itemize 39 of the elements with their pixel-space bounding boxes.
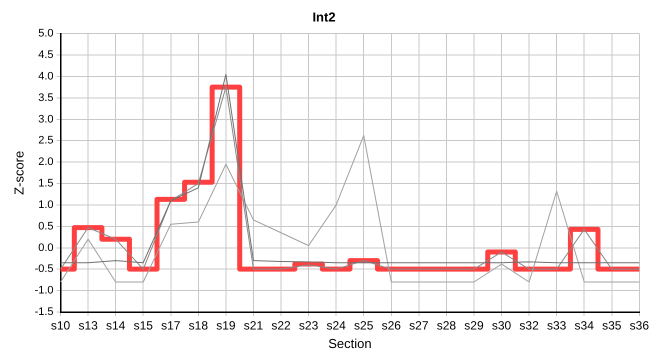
x-tick-label: s36 (630, 318, 650, 333)
y-tick-label: 0.0 (38, 242, 54, 254)
y-tick-label: 5.0 (38, 28, 54, 40)
x-tick-label: s29 (464, 318, 484, 333)
x-tick-label: s21 (244, 318, 264, 333)
x-tick-label: s26 (382, 318, 402, 333)
x-tick-label: s22 (271, 318, 292, 333)
x-tick-label: s14 (106, 318, 126, 333)
x-tick-label: s24 (326, 318, 346, 333)
x-tick-label: s18 (188, 318, 208, 333)
x-axis-title: Section (328, 336, 372, 351)
x-tick-label: s17 (161, 318, 181, 333)
y-tick-label: 0.5 (38, 220, 54, 232)
x-tick-label: s19 (216, 318, 236, 333)
x-tick-label: s28 (436, 318, 456, 333)
y-tick-label: 4.0 (38, 70, 54, 82)
y-tick-label: 1.0 (38, 198, 54, 211)
y-tick-label: -1.0 (34, 284, 54, 297)
y-tick-label: -1.5 (34, 306, 54, 318)
x-tick-label: s35 (602, 318, 622, 333)
x-tick-label: s32 (519, 318, 540, 333)
x-tick-label: s15 (134, 318, 154, 333)
y-tick-label: 1.5 (38, 178, 54, 190)
x-tick-label: s13 (78, 318, 98, 333)
y-axis-title: Z-score (11, 150, 26, 195)
y-tick-label: 2.5 (38, 134, 54, 147)
x-tick-label: s30 (492, 318, 512, 333)
chart-title: Int2 (312, 9, 336, 24)
x-tick-label: s25 (354, 318, 374, 333)
y-tick-label: 4.5 (38, 49, 54, 62)
x-tick-label: s34 (574, 318, 594, 333)
x-tick-label: s10 (50, 318, 71, 333)
y-tick-label: -0.5 (34, 263, 54, 276)
y-tick-label: 3.0 (38, 113, 54, 126)
y-tick-label: 2.0 (38, 156, 54, 168)
y-tick-label: 3.5 (38, 92, 54, 104)
x-tick-label: s23 (298, 318, 319, 333)
x-tick-label: s33 (546, 318, 567, 333)
x-tick-label: s27 (409, 318, 429, 333)
